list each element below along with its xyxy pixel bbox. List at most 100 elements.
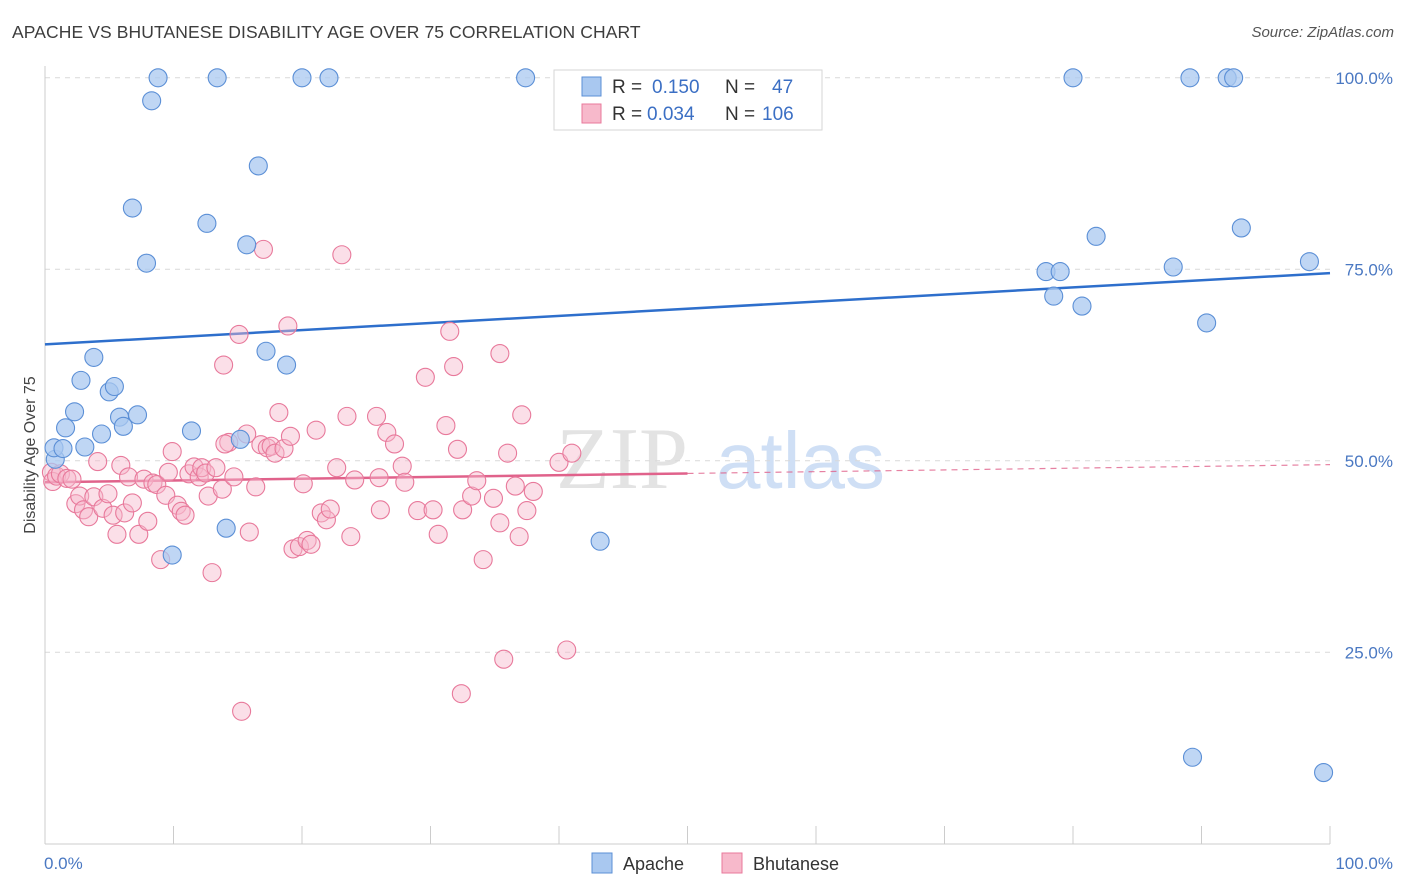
apache-point-33 — [1044, 286, 1064, 306]
bhutanese-point-47 — [239, 522, 259, 542]
bhutanese-point-91 — [494, 649, 514, 669]
apache-point-15 — [136, 253, 157, 273]
bhutanese-point-93 — [505, 476, 525, 496]
bhutanese-point-97 — [523, 481, 543, 501]
bhutanese-point-1 — [43, 471, 63, 492]
bhutanese-trend-line — [44, 472, 688, 484]
legend-swatch-bhutanese — [581, 103, 602, 124]
bhutanese-point-15 — [107, 524, 127, 544]
bhutanese-point-79 — [415, 367, 435, 387]
apache-point-17 — [148, 68, 168, 88]
bhutanese-point-83 — [444, 357, 464, 377]
bhutanese-point-28 — [162, 442, 182, 462]
bhutanese-point-75 — [384, 434, 405, 454]
trend-lines — [44, 271, 1331, 484]
apache-point-14 — [122, 198, 142, 218]
apache-point-19 — [181, 421, 202, 441]
bhutanese-point-45 — [232, 701, 252, 721]
bhutanese-point-60 — [293, 474, 313, 494]
bhutanese-point-57 — [280, 426, 300, 446]
bhutanese-point-44 — [229, 324, 249, 344]
bhutanese-point-103 — [369, 468, 389, 488]
bhutanese-point-35 — [192, 458, 212, 478]
apache-point-37 — [1086, 226, 1106, 246]
bhutanese-point-22 — [138, 511, 158, 531]
bhutanese-point-48 — [246, 477, 266, 497]
bhutanese-point-13 — [98, 484, 118, 504]
bhutanese-point-5 — [62, 469, 82, 489]
bhutanese-point-65 — [316, 510, 336, 530]
y-tick-label-0: 25.0% — [1345, 643, 1393, 662]
bhutanese-point-38 — [202, 563, 222, 583]
bhutanese-point-4 — [57, 468, 77, 488]
bhutanese-point-92 — [498, 443, 518, 463]
y-tick-label-3: 100.0% — [1335, 69, 1393, 88]
apache-point-12 — [113, 416, 133, 436]
bhutanese-point-82 — [440, 321, 460, 341]
bhutanese-point-43 — [224, 467, 244, 487]
bhutanese-point-55 — [274, 438, 294, 459]
bhutanese-point-84 — [447, 439, 468, 459]
apache-point-31 — [590, 531, 610, 551]
apache-point-45 — [1299, 252, 1319, 272]
apache-point-43 — [1224, 68, 1244, 88]
y-tick-label-1: 50.0% — [1345, 452, 1393, 471]
chart-title: APACHE VS BHUTANESE DISABILITY AGE OVER … — [12, 22, 641, 42]
apache-point-7 — [84, 347, 104, 367]
bhutanese-point-94 — [509, 527, 529, 547]
apache-point-23 — [230, 429, 250, 449]
bhutanese-point-76 — [392, 456, 412, 476]
x-tick-labels: 0.0% 100.0% — [44, 854, 1393, 873]
bhutanese-point-105 — [490, 513, 510, 533]
bhutanese-point-59 — [289, 537, 309, 557]
apache-point-16 — [142, 91, 162, 111]
bhutanese-point-50 — [253, 239, 274, 259]
apache-point-46 — [1314, 763, 1334, 783]
bhutanese-point-87 — [467, 471, 487, 491]
apache-point-38 — [1163, 257, 1183, 277]
bhutanese-point-88 — [473, 550, 493, 570]
bhutanese-point-99 — [557, 640, 577, 660]
legend-r-label-apache: R = — [612, 77, 642, 98]
apache-point-22 — [216, 518, 236, 538]
legend-r-value-bhutanese: 0.034 — [647, 104, 695, 125]
bhutanese-point-56 — [278, 316, 298, 336]
bhutanese-point-30 — [171, 501, 191, 521]
bhutanese-point-20 — [129, 524, 149, 544]
bhutanese-point-39 — [206, 458, 226, 478]
bhutanese-point-33 — [184, 457, 204, 477]
apache-point-27 — [277, 355, 297, 375]
y-axis-title: Disability Age Over 75 — [22, 376, 39, 534]
legend-r-value-apache: 0.150 — [652, 77, 700, 98]
apache-point-40 — [1182, 747, 1203, 767]
axes — [44, 66, 1331, 845]
bhutanese-point-90 — [490, 344, 510, 364]
apache-point-8 — [91, 424, 112, 444]
legend-n-value-bhutanese: 106 — [762, 104, 794, 125]
bhutanese-point-85 — [453, 500, 473, 520]
legend-n-label-bhutanese: N = — [725, 104, 755, 125]
apache-point-5 — [71, 370, 91, 390]
bhutanese-point-63 — [306, 420, 326, 440]
apache-points — [44, 68, 1334, 783]
bottom-legend-label-bhutanese: Bhutanese — [753, 854, 839, 874]
apache-point-26 — [256, 341, 276, 361]
bhutanese-point-41 — [214, 355, 234, 375]
apache-point-18 — [162, 545, 182, 565]
y-tick-labels: 25.0% 50.0% 75.0% 100.0% — [1335, 69, 1393, 662]
chart-source: Source: ZipAtlas.com — [1251, 24, 1394, 41]
bhutanese-point-74 — [377, 422, 397, 443]
apache-trend-line — [44, 271, 1331, 346]
bhutanese-point-66 — [320, 499, 340, 519]
apache-point-29 — [319, 68, 339, 88]
bhutanese-trend-line-extension — [687, 464, 1331, 475]
legend-r-label-bhutanese: R = — [612, 104, 642, 125]
bhutanese-point-70 — [341, 527, 361, 547]
bhutanese-point-12 — [93, 498, 113, 518]
bhutanese-point-16 — [111, 455, 131, 475]
apache-point-30 — [516, 68, 536, 88]
bhutanese-point-89 — [483, 488, 504, 508]
legend-n-label-apache: N = — [725, 77, 755, 98]
legend-swatch-apache — [581, 76, 602, 97]
legend-n-value-apache: 47 — [772, 77, 793, 98]
